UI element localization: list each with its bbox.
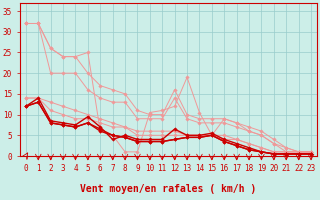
X-axis label: Vent moyen/en rafales ( km/h ): Vent moyen/en rafales ( km/h ) xyxy=(80,184,257,194)
